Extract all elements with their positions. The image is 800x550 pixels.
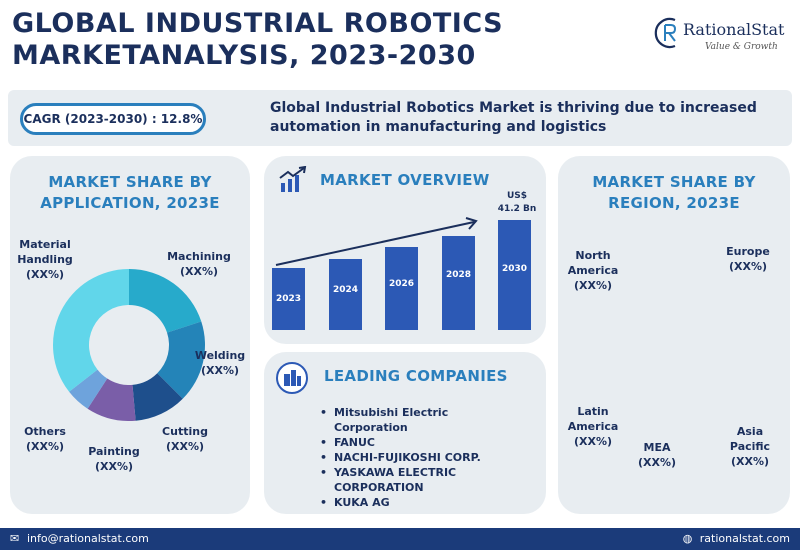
- bar-label-2026: 2026: [388, 279, 415, 289]
- overview-bar-2024: [329, 259, 362, 330]
- overview-title: MARKET OVERVIEW: [320, 171, 490, 189]
- label-welding: Welding (XX%): [194, 349, 246, 377]
- rationalstat-logo: RationalStat Value & Growth: [653, 12, 788, 62]
- logo-mark-icon: [654, 17, 677, 49]
- companies-list: Mitsubishi Electric Corporation FANUC NA…: [320, 405, 481, 510]
- company-item: KUKA AG: [320, 495, 481, 510]
- company-item: FANUC: [320, 435, 481, 450]
- email-icon: ✉: [10, 531, 20, 545]
- buildings-icon: [276, 362, 308, 394]
- application-panel-title: MARKET SHARE BY APPLICATION, 2023E: [40, 173, 220, 212]
- logo-name: RationalStat: [683, 20, 785, 39]
- label-others: Others (XX%): [24, 425, 66, 453]
- cagr-band: CAGR (2023-2030) : 12.8% Global Industri…: [8, 90, 792, 146]
- label-machining: Machining (XX%): [167, 250, 231, 278]
- label-material-handling: Material Handling (XX%): [17, 238, 73, 281]
- companies-title: LEADING COMPANIES: [324, 367, 508, 385]
- overview-value: US$ 41.2 Bn: [497, 191, 537, 214]
- label-europe: Europe (XX%): [726, 245, 770, 273]
- globe-icon: ◍: [682, 531, 693, 545]
- application-share-panel: [10, 156, 250, 514]
- page-title: GLOBAL INDUSTRIAL ROBOTICS MARKETANALYSI…: [12, 8, 503, 72]
- company-item: Mitsubishi Electric Corporation: [320, 405, 481, 435]
- label-north-america: North America (XX%): [567, 249, 619, 292]
- label-latin-america: Latin America (XX%): [567, 405, 619, 448]
- cagr-badge: CAGR (2023-2030) : 12.8%: [20, 103, 206, 135]
- company-item: NACHI-FUJIKOSHI CORP.: [320, 450, 481, 465]
- label-painting: Painting (XX%): [88, 445, 140, 473]
- footer-website[interactable]: ◍ rationalstat.com: [682, 531, 790, 545]
- label-mea: MEA (XX%): [637, 441, 677, 469]
- growth-chart-icon: [279, 166, 307, 192]
- region-share-panel: [558, 156, 790, 514]
- footer-bar: ✉ info@rationalstat.com ◍ rationalstat.c…: [0, 528, 800, 550]
- market-statement: Global Industrial Robotics Market is thr…: [270, 100, 757, 135]
- bar-label-2028: 2028: [445, 270, 472, 280]
- overview-bar-2023: [272, 268, 305, 330]
- bar-label-2024: 2024: [332, 285, 359, 295]
- bar-label-2030: 2030: [501, 264, 528, 274]
- label-asia-pacific: Asia Pacific (XX%): [729, 425, 771, 468]
- overview-bar-2026: [385, 247, 418, 330]
- page-title-line-2: MARKETANALYSIS, 2023-2030: [12, 40, 476, 71]
- region-panel-title: MARKET SHARE BY REGION, 2023E: [592, 173, 756, 212]
- company-item: YASKAWA ELECTRIC CORPORATION: [320, 465, 481, 495]
- overview-bar-2030: [498, 220, 531, 330]
- label-cutting: Cutting (XX%): [162, 425, 208, 453]
- logo-tagline: Value & Growth: [705, 42, 778, 52]
- page-title-line-1: GLOBAL INDUSTRIAL ROBOTICS: [12, 8, 504, 39]
- footer-email[interactable]: ✉ info@rationalstat.com: [10, 531, 149, 545]
- bar-label-2023: 2023: [275, 294, 302, 304]
- overview-bar-2028: [442, 236, 475, 330]
